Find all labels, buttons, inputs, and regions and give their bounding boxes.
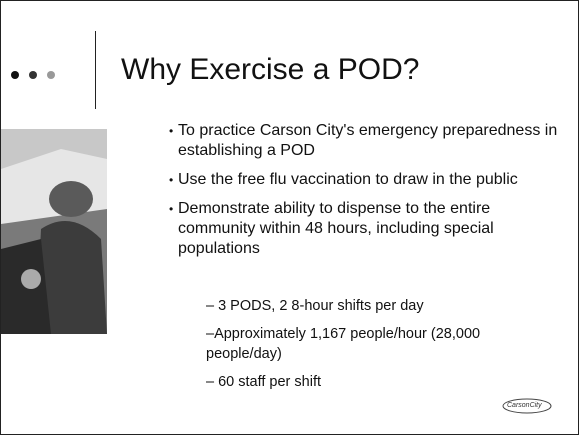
sub-bullet: – 3 PODS, 2 8-hour shifts per day: [206, 296, 536, 316]
sub-bullet: –Approximately 1,167 people/hour (28,000…: [206, 324, 536, 364]
divider: [95, 31, 96, 109]
decor-dot: [47, 71, 55, 79]
slide: Why Exercise a POD? To practice Carson C…: [0, 0, 579, 435]
sub-bullet-list: – 3 PODS, 2 8-hour shifts per day –Appro…: [206, 296, 536, 400]
decor-dot: [29, 71, 37, 79]
bullet-list: To practice Carson City's emergency prep…: [169, 121, 564, 268]
logo: CarsonCity: [507, 402, 542, 409]
bullet: Demonstrate ability to dispense to the e…: [169, 199, 564, 259]
bullet: Use the free flu vaccination to draw in …: [169, 170, 564, 190]
photo: [1, 129, 107, 334]
bullet: To practice Carson City's emergency prep…: [169, 121, 564, 161]
slide-title: Why Exercise a POD?: [121, 53, 419, 87]
sub-bullet: – 60 staff per shift: [206, 372, 536, 392]
decor-dot: [11, 71, 19, 79]
